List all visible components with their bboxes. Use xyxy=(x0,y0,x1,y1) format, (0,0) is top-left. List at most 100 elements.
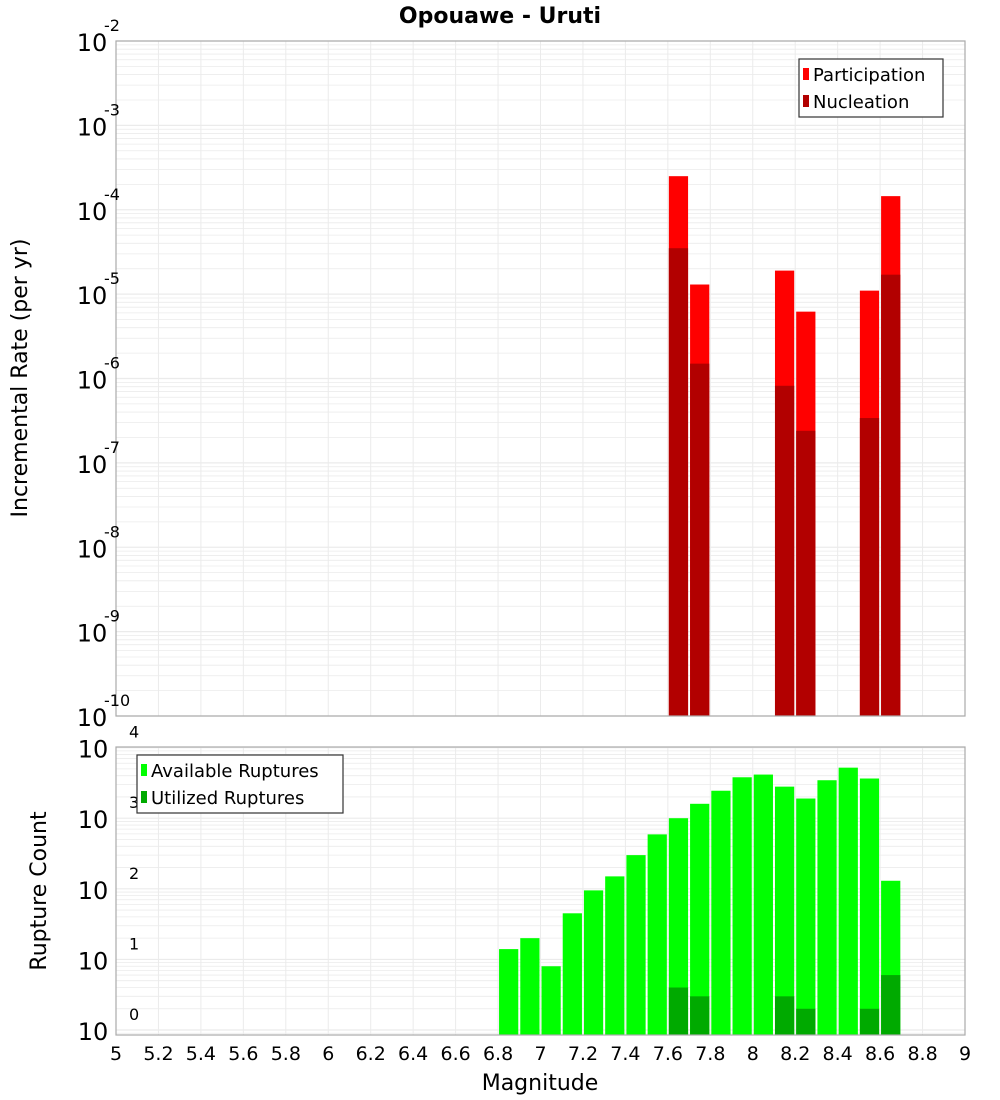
bar-available-ruptures xyxy=(838,767,858,1035)
x-tick-label: 5.4 xyxy=(186,1043,216,1065)
y-tick-exponent: -10 xyxy=(104,691,130,710)
bar-nucleation xyxy=(796,430,816,716)
bar-available-ruptures xyxy=(796,798,816,1035)
legend-swatch xyxy=(141,791,147,803)
legend-entry: Available Ruptures xyxy=(151,761,319,782)
y-tick-base: 10 xyxy=(78,736,109,764)
y-tick-label: 10 xyxy=(77,113,108,141)
bar-utilized-ruptures xyxy=(881,975,901,1035)
bar-nucleation xyxy=(881,274,901,716)
bar-available-ruptures xyxy=(732,777,752,1035)
x-tick-label: 8 xyxy=(747,1043,759,1065)
bar-available-ruptures xyxy=(774,786,795,1035)
bar-available-ruptures xyxy=(817,780,837,1035)
x-tick-label: 7.4 xyxy=(610,1043,640,1065)
y-tick-exponent: -4 xyxy=(104,185,120,204)
y-tick-label: 10 xyxy=(78,877,109,905)
bar-available-ruptures xyxy=(626,855,646,1035)
y-tick-exponent: 3 xyxy=(129,793,139,812)
x-tick-label: 7.8 xyxy=(695,1043,725,1065)
rate-panel: 10-210-310-410-510-610-710-810-910-10Par… xyxy=(77,16,966,732)
x-axis-label: Magnitude xyxy=(482,1071,599,1096)
y-tick-label: 10 xyxy=(77,198,108,226)
x-tick-label: 5.6 xyxy=(228,1043,258,1065)
y-tick-exponent: -2 xyxy=(104,16,120,35)
y-tick-base: 10 xyxy=(77,282,108,310)
bar-available-ruptures xyxy=(690,803,710,1035)
y-tick-base: 10 xyxy=(78,877,109,905)
legend-entry: Utilized Ruptures xyxy=(151,788,304,809)
plot-frame xyxy=(115,746,966,1036)
bar-available-ruptures xyxy=(562,913,582,1035)
y-tick-label: 10 xyxy=(78,806,109,834)
bar-available-ruptures xyxy=(520,938,540,1035)
x-tick-label: 6.2 xyxy=(356,1043,386,1065)
bar-available-ruptures xyxy=(541,966,561,1035)
bar-available-ruptures xyxy=(859,778,880,1035)
y-tick-base: 10 xyxy=(78,806,109,834)
y-tick-label: 10 xyxy=(78,736,109,764)
x-tick-labels: 5 5.2 5.4 5.6 5.8 6 6.2 6.4 6.6 6.8 7 7.2 7.4 7.6 7.8 8… xyxy=(110,1043,971,1065)
y-tick-exponent: -5 xyxy=(104,269,120,288)
bar-utilized-ruptures xyxy=(774,996,795,1035)
legend xyxy=(798,58,944,118)
y-tick-exponent: -7 xyxy=(104,438,120,457)
bar-utilized-ruptures xyxy=(690,996,710,1035)
bar-available-ruptures xyxy=(753,774,773,1035)
y-tick-label: 10 xyxy=(77,535,108,563)
x-tick-label: 6 xyxy=(322,1043,334,1065)
legend-swatch xyxy=(803,68,809,80)
x-tick-label: 6.6 xyxy=(440,1043,470,1065)
bar-available-ruptures xyxy=(668,818,689,1035)
y-tick-exponent: 0 xyxy=(129,1005,139,1024)
y-tick-exponent: -3 xyxy=(104,100,120,119)
y-tick-base: 10 xyxy=(77,535,108,563)
bottom-y-axis-label: Rupture Count xyxy=(27,811,52,971)
y-tick-label: 10 xyxy=(78,1018,109,1046)
x-tick-label: 9 xyxy=(959,1043,971,1065)
y-tick-label: 10 xyxy=(77,451,108,479)
y-tick-base: 10 xyxy=(77,113,108,141)
y-tick-label: 10 xyxy=(77,367,108,395)
y-tick-label: 10 xyxy=(77,704,108,732)
y-tick-label: 10 xyxy=(78,947,109,975)
y-tick-exponent: -9 xyxy=(104,607,120,626)
y-tick-exponent: -6 xyxy=(104,354,120,373)
bar-nucleation xyxy=(690,363,710,716)
x-tick-label: 8.4 xyxy=(823,1043,853,1065)
legend-entry: Participation xyxy=(813,65,925,86)
bar-available-ruptures xyxy=(647,834,667,1035)
y-tick-base: 10 xyxy=(77,29,108,57)
y-tick-base: 10 xyxy=(78,1018,109,1046)
y-tick-base: 10 xyxy=(77,620,108,648)
bar-utilized-ruptures xyxy=(668,987,689,1035)
x-tick-label: 7 xyxy=(534,1043,546,1065)
y-tick-base: 10 xyxy=(77,367,108,395)
x-tick-label: 8.6 xyxy=(865,1043,895,1065)
legend-swatch xyxy=(141,764,147,776)
y-tick-exponent: 1 xyxy=(129,934,139,953)
x-tick-label: 5 xyxy=(110,1043,122,1065)
y-tick-exponent: 4 xyxy=(129,723,139,742)
y-tick-base: 10 xyxy=(78,947,109,975)
y-tick-exponent: 2 xyxy=(129,864,139,883)
y-tick-label: 10 xyxy=(77,620,108,648)
y-tick-base: 10 xyxy=(77,198,108,226)
x-tick-label: 6.8 xyxy=(483,1043,513,1065)
x-tick-label: 6.4 xyxy=(398,1043,428,1065)
x-tick-label: 7.2 xyxy=(568,1043,598,1065)
y-tick-label: 10 xyxy=(77,29,108,57)
bar-utilized-ruptures xyxy=(796,1008,816,1035)
chart-title: Opouawe - Uruti xyxy=(399,4,601,29)
legend xyxy=(136,754,344,814)
top-y-axis-label: Incremental Rate (per yr) xyxy=(8,239,33,518)
y-tick-base: 10 xyxy=(77,704,108,732)
x-tick-label: 5.8 xyxy=(271,1043,301,1065)
y-tick-label: 10 xyxy=(77,282,108,310)
x-tick-label: 8.2 xyxy=(780,1043,810,1065)
bar-nucleation xyxy=(774,385,795,716)
plot-frame xyxy=(115,40,966,717)
bar-nucleation xyxy=(668,248,689,717)
y-tick-exponent: -8 xyxy=(104,522,120,541)
x-tick-label: 5.2 xyxy=(143,1043,173,1065)
